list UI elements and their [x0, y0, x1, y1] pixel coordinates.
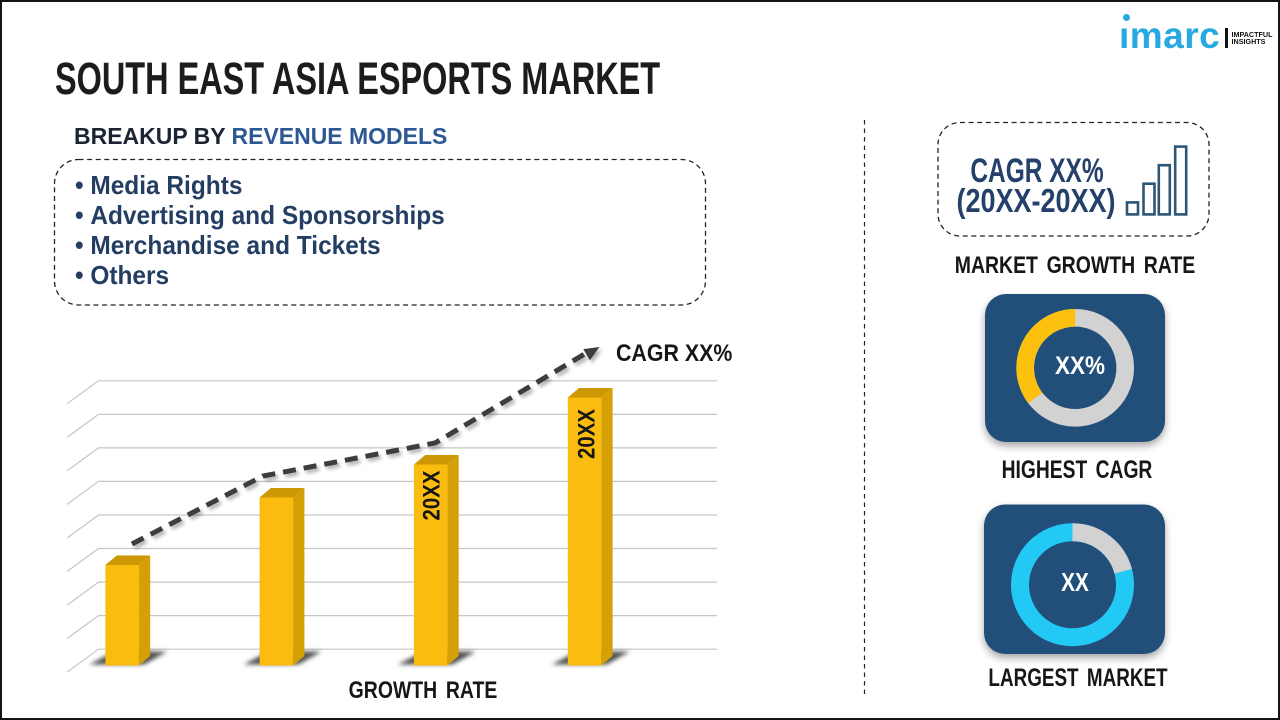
svg-text:20XX: 20XX — [573, 409, 600, 459]
svg-text:20XX: 20XX — [418, 470, 445, 520]
